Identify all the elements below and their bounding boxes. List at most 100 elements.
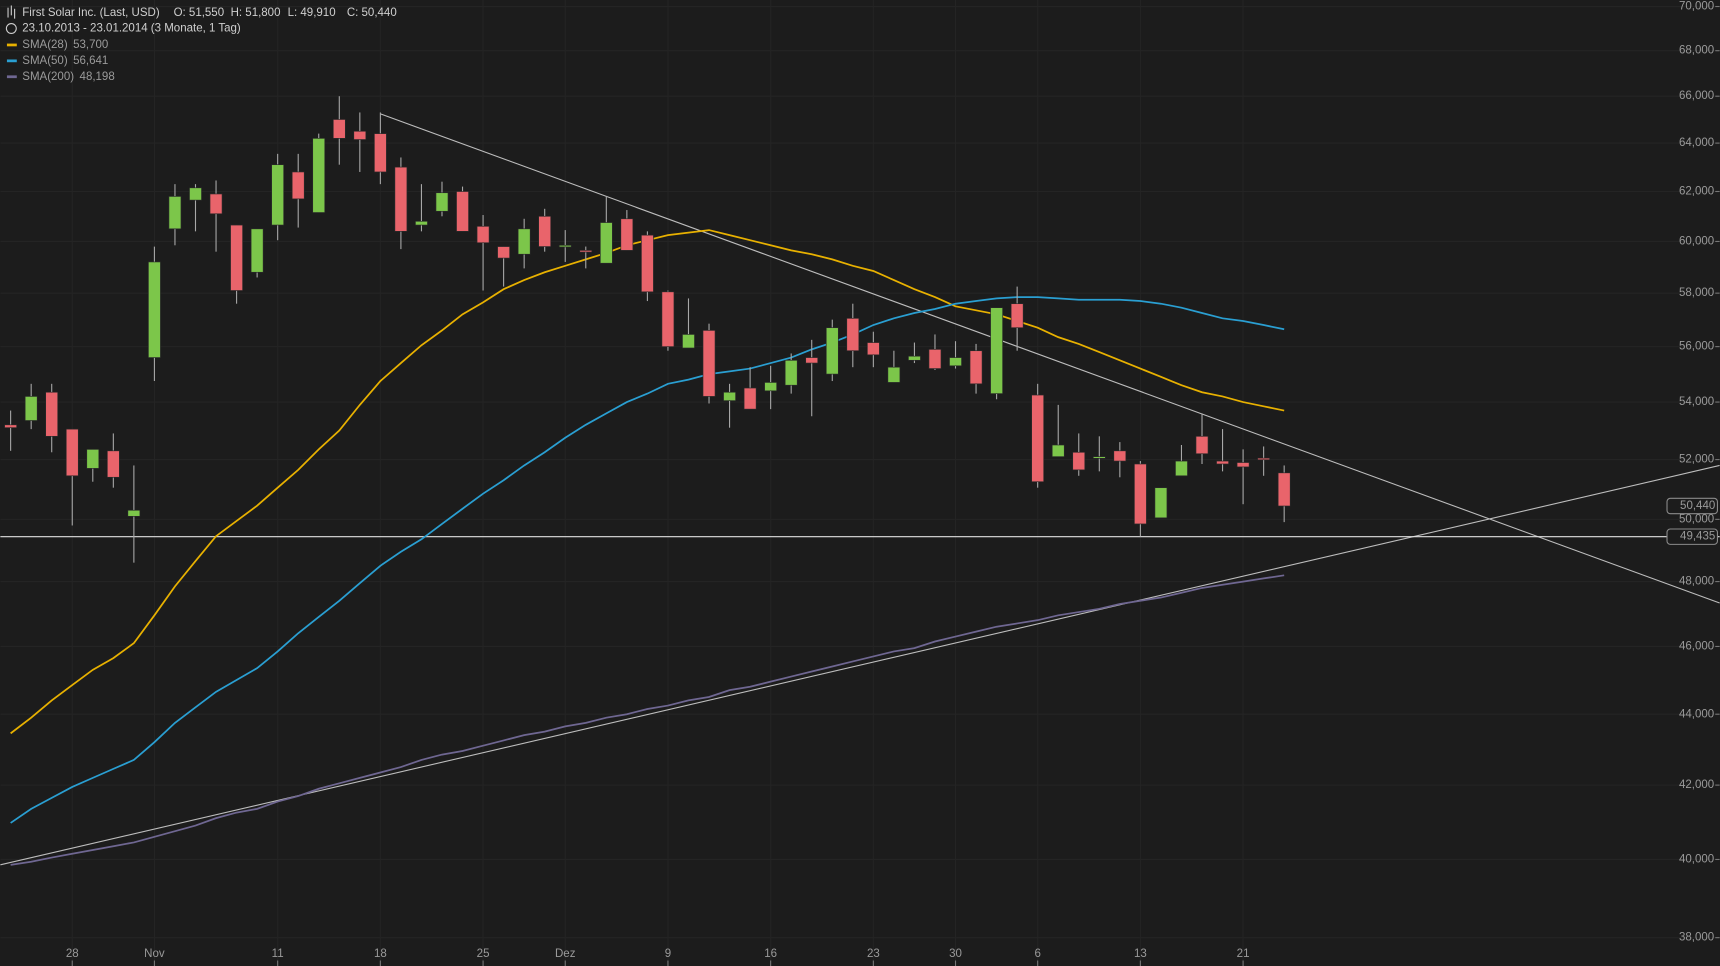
price-tag: [1666, 528, 1718, 545]
candle-body: [682, 334, 695, 349]
candle-body: [599, 222, 613, 264]
candle-body: [1113, 450, 1127, 462]
period: 23.10.2013 - 23.01.2014 (3 Monate, 1 Tag…: [22, 23, 241, 35]
candle-body: [784, 359, 798, 386]
price-tag-label: 49,435: [1680, 531, 1715, 543]
candle-body: [908, 355, 921, 361]
sma-line: [10, 574, 1285, 866]
candle-body: [723, 391, 736, 401]
legend-name: SMA(50): [22, 55, 68, 67]
candle-body: [743, 387, 757, 410]
candle-body: [415, 220, 428, 226]
y-tick-label: 54,000: [1679, 396, 1714, 408]
candle-body: [1051, 444, 1065, 457]
candle-body: [1092, 456, 1106, 459]
candle-body: [1010, 303, 1024, 329]
candle-body: [1175, 460, 1188, 477]
y-tick-label: 38,000: [1679, 932, 1714, 944]
candle-body: [456, 191, 469, 232]
y-tick-label: 42,000: [1679, 779, 1714, 791]
sma-line: [10, 296, 1285, 824]
candle-body: [86, 449, 100, 469]
x-tick-label: 23: [867, 948, 880, 960]
y-tick-label: 48,000: [1679, 576, 1714, 588]
legend-value: 53,700: [73, 39, 108, 51]
legend-name: SMA(200): [22, 71, 74, 83]
candle-body: [250, 228, 264, 273]
candle-body: [558, 244, 572, 248]
y-tick-label: 62,000: [1679, 186, 1714, 198]
trendline: [380, 113, 1720, 604]
candle-body: [353, 130, 367, 140]
y-tick-label: 64,000: [1679, 137, 1714, 149]
candle-body: [661, 291, 675, 347]
candle-body: [1277, 472, 1291, 507]
x-tick-label: 25: [477, 948, 490, 960]
candle-body: [579, 250, 593, 253]
x-tick-label: Dez: [555, 948, 576, 960]
y-tick-label: 50,000: [1679, 513, 1714, 525]
legend-value: 48,198: [80, 71, 115, 83]
legend-name: SMA(28): [22, 39, 68, 51]
y-tick-label: 52,000: [1679, 454, 1714, 466]
y-tick-label: 46,000: [1679, 641, 1714, 653]
candle-body: [990, 307, 1003, 394]
x-tick-label: 9: [665, 948, 671, 960]
candle-body: [928, 349, 942, 369]
candle-body: [189, 187, 202, 201]
candle-body: [65, 428, 79, 477]
candle-body: [887, 366, 901, 383]
candle-body: [476, 225, 490, 244]
candle-body: [394, 166, 408, 232]
x-tick-label: 6: [1034, 948, 1040, 960]
candle-body: [127, 509, 141, 517]
candle-body: [1031, 394, 1045, 483]
legend-value: 56,641: [73, 55, 108, 67]
candle-body: [866, 342, 880, 356]
candle-body: [805, 357, 819, 364]
candle-body: [45, 391, 59, 437]
candle-body: [641, 234, 654, 293]
y-tick-label: 56,000: [1679, 341, 1714, 353]
y-tick-label: 40,000: [1679, 854, 1714, 866]
candle-body: [969, 350, 983, 385]
x-tick-label: 18: [374, 948, 387, 960]
y-tick-label: 58,000: [1679, 287, 1714, 299]
candle-body: [517, 228, 531, 255]
candle-body: [24, 396, 38, 421]
candle-body: [332, 119, 346, 139]
candle-body: [291, 171, 305, 200]
y-tick-label: 68,000: [1679, 45, 1714, 57]
candle-body: [168, 196, 182, 230]
x-tick-label: 11: [272, 948, 284, 960]
candle-body: [148, 261, 161, 358]
candle-body: [497, 246, 510, 259]
y-tick-label: 60,000: [1679, 236, 1714, 248]
candle-body: [1257, 457, 1270, 461]
price-tag-label: 50,440: [1680, 500, 1715, 512]
candle-body: [435, 192, 449, 212]
candle-body: [949, 357, 962, 367]
candle-body: [1195, 435, 1209, 455]
y-tick-label: 66,000: [1679, 90, 1714, 102]
candle-body: [374, 133, 387, 173]
candle-body: [1236, 462, 1250, 468]
candle-body: [106, 450, 120, 478]
candle-body: [209, 193, 223, 215]
x-tick-label: Nov: [144, 948, 165, 960]
x-tick-label: 30: [949, 948, 962, 960]
y-tick-label: 44,000: [1679, 708, 1714, 720]
x-tick-label: 16: [764, 948, 777, 960]
candle-body: [825, 327, 839, 375]
candle-body: [1216, 460, 1229, 465]
high-value: H: 51,800: [231, 7, 281, 19]
x-tick-label: 13: [1134, 948, 1147, 960]
open-value: O: 51,550: [174, 7, 225, 19]
candle-body: [312, 138, 326, 213]
candle-body: [1072, 451, 1086, 471]
candle-body: [4, 424, 17, 429]
candle-body: [846, 317, 860, 352]
